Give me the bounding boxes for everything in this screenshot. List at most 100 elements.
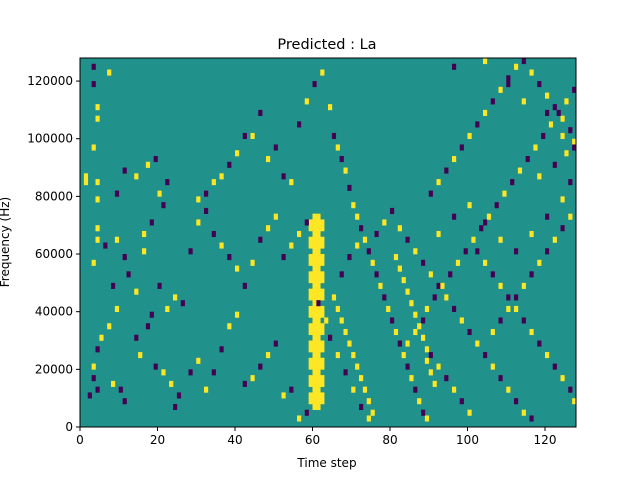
heatmap-band-cell bbox=[320, 346, 325, 353]
heatmap-cell bbox=[545, 109, 550, 116]
heatmap-cell bbox=[521, 317, 526, 324]
heatmap-cell bbox=[463, 248, 468, 255]
heatmap-cell bbox=[91, 375, 96, 382]
heatmap-band-cell bbox=[308, 236, 313, 243]
heatmap-cell bbox=[405, 236, 410, 243]
x-tick-label: 60 bbox=[305, 433, 320, 447]
heatmap-cell bbox=[320, 69, 325, 76]
heatmap-cell bbox=[475, 340, 480, 347]
heatmap-cell bbox=[405, 340, 410, 347]
heatmap-cell bbox=[304, 219, 309, 226]
heatmap-cell bbox=[107, 323, 112, 330]
heatmap-band-cell bbox=[312, 219, 317, 226]
heatmap-band-cell bbox=[316, 305, 321, 312]
heatmap-cell bbox=[142, 230, 147, 238]
y-tick-label: 100000 bbox=[27, 132, 73, 146]
heatmap-cell bbox=[529, 230, 534, 238]
heatmap-cell bbox=[424, 357, 430, 364]
heatmap-cell bbox=[486, 213, 492, 220]
heatmap-cell bbox=[568, 127, 573, 134]
heatmap-cell bbox=[436, 179, 441, 186]
y-tick-label: 40000 bbox=[35, 305, 73, 319]
heatmap-cell bbox=[490, 363, 495, 370]
heatmap-cell bbox=[95, 196, 100, 203]
heatmap-cell bbox=[452, 156, 457, 163]
heatmap-cell bbox=[242, 282, 247, 289]
heatmap-cell bbox=[289, 386, 294, 393]
heatmap-cell bbox=[211, 179, 216, 186]
heatmap-cell bbox=[153, 363, 158, 370]
heatmap-band-cell bbox=[308, 340, 313, 347]
heatmap-band-cell bbox=[308, 357, 313, 364]
heatmap-cell bbox=[114, 305, 120, 312]
heatmap-cell bbox=[417, 398, 422, 405]
heatmap-cell bbox=[157, 282, 162, 289]
heatmap-cell bbox=[401, 352, 406, 359]
heatmap-cell bbox=[560, 375, 565, 382]
heatmap-band-cell bbox=[312, 248, 317, 255]
heatmap-cell bbox=[517, 167, 523, 174]
heatmap-cell bbox=[219, 346, 224, 353]
heatmap-cell bbox=[525, 156, 530, 163]
heatmap-band-cell bbox=[308, 288, 313, 295]
heatmap-cell bbox=[250, 132, 255, 140]
heatmap-cell bbox=[409, 375, 414, 382]
x-tick-label: 40 bbox=[227, 433, 242, 447]
heatmap-cell bbox=[347, 254, 352, 261]
heatmap-band-cell bbox=[312, 254, 317, 261]
heatmap-cell bbox=[529, 271, 534, 278]
heatmap-band-cell bbox=[312, 334, 317, 341]
heatmap-cell bbox=[390, 317, 395, 324]
heatmap-cell bbox=[428, 369, 433, 376]
heatmap-cell bbox=[366, 415, 371, 422]
heatmap-cell bbox=[421, 409, 426, 416]
heatmap-cell bbox=[196, 357, 201, 364]
heatmap-band-cell bbox=[316, 357, 321, 364]
heatmap-cell bbox=[289, 242, 294, 249]
heatmap-cell bbox=[541, 132, 546, 140]
heatmap-band-cell bbox=[312, 346, 317, 353]
y-axis-label: Frequency (Hz) bbox=[0, 197, 12, 288]
heatmap-band-cell bbox=[316, 398, 321, 405]
heatmap-cell bbox=[157, 190, 162, 197]
heatmap-band-cell bbox=[308, 225, 313, 232]
y-tick-label: 20000 bbox=[35, 362, 73, 376]
heatmap-cell bbox=[95, 236, 100, 243]
heatmap-cell bbox=[266, 156, 271, 163]
heatmap-cell bbox=[316, 300, 321, 307]
heatmap-cell bbox=[444, 375, 449, 382]
heatmap-band-cell bbox=[316, 219, 321, 226]
heatmap-cell bbox=[250, 259, 255, 266]
heatmap-cell bbox=[568, 179, 573, 186]
heatmap-band-cell bbox=[312, 236, 317, 243]
heatmap-cell bbox=[514, 398, 519, 405]
heatmap-cell bbox=[355, 242, 360, 249]
heatmap-cell bbox=[242, 132, 247, 140]
y-tick-label: 60000 bbox=[35, 247, 73, 261]
heatmap-cell bbox=[455, 259, 461, 266]
heatmap-cell bbox=[114, 190, 120, 197]
heatmap-band-cell bbox=[320, 328, 325, 336]
heatmap-cell bbox=[91, 81, 96, 88]
heatmap-band-cell bbox=[316, 386, 321, 393]
heatmap-cell bbox=[397, 225, 402, 232]
heatmap-band-cell bbox=[308, 259, 313, 266]
heatmap-cell bbox=[87, 392, 92, 399]
heatmap-cell bbox=[471, 236, 476, 243]
heatmap-cell bbox=[386, 305, 391, 312]
heatmap-band-cell bbox=[320, 392, 325, 399]
heatmap-cell bbox=[347, 184, 352, 191]
heatmap-band-cell bbox=[308, 242, 313, 249]
heatmap-cell bbox=[424, 415, 430, 422]
heatmap-band-cell bbox=[316, 265, 321, 272]
heatmap-cell bbox=[95, 104, 100, 111]
heatmap-cell bbox=[258, 236, 263, 243]
heatmap-cell bbox=[421, 334, 426, 341]
heatmap-band-cell bbox=[316, 352, 321, 359]
heatmap-cell bbox=[304, 98, 309, 105]
heatmap-cell bbox=[506, 386, 511, 393]
heatmap-cell bbox=[413, 386, 418, 393]
heatmap-band-cell bbox=[316, 225, 321, 232]
heatmap-cell bbox=[545, 92, 550, 99]
heatmap-cell bbox=[424, 305, 430, 312]
